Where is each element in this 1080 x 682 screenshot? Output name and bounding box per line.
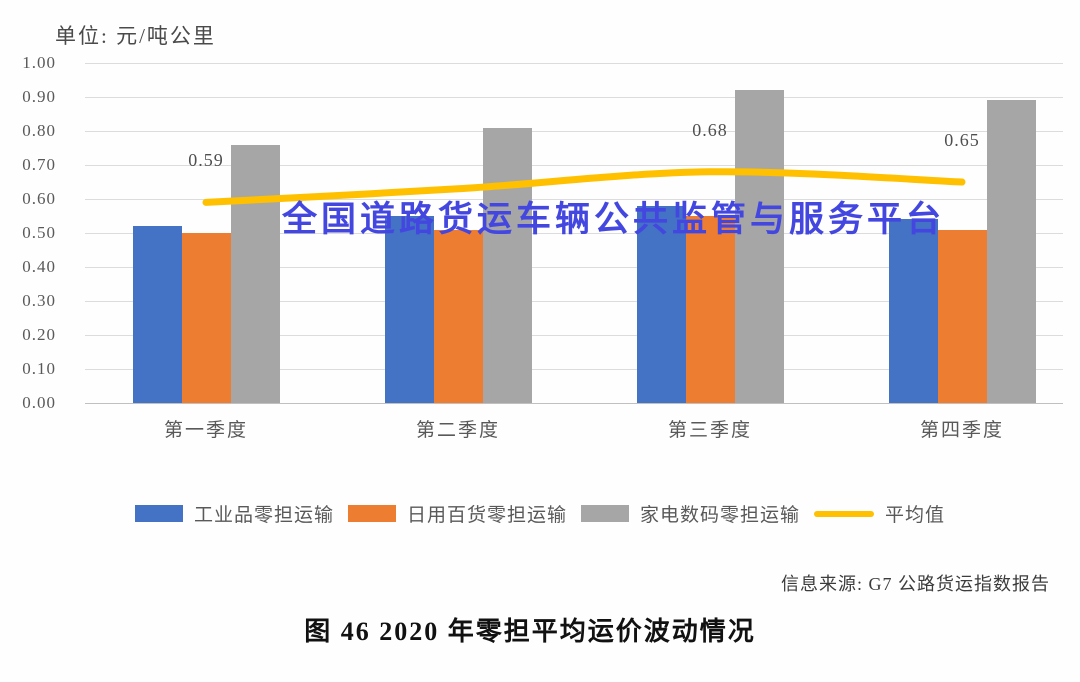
figure-caption: 图 46 2020 年零担平均运价波动情况 xyxy=(304,617,756,646)
legend-label: 工业品零担运输 xyxy=(193,505,334,526)
y-axis-tick-label: 0.40 xyxy=(22,257,56,276)
y-axis-tick-label: 0.30 xyxy=(22,291,56,310)
y-axis-tick-label: 0.70 xyxy=(22,155,56,174)
bar-日用百货零担运输-第二季度 xyxy=(433,229,483,403)
bar-家电数码零担运输-第三季度 xyxy=(734,90,784,403)
legend-swatch-blue xyxy=(134,505,183,522)
y-axis-tick-label: 0.10 xyxy=(22,359,56,378)
bar-日用百货零担运输-第三季度 xyxy=(685,216,735,403)
gridline xyxy=(85,63,1063,64)
legend-label: 家电数码零担运输 xyxy=(640,505,801,526)
legend-swatch-orange xyxy=(347,505,396,522)
gridline xyxy=(85,233,1063,234)
legend-item-appliance: 家电数码零担运输 xyxy=(581,500,800,527)
gridline xyxy=(85,267,1063,268)
average-point-label: 0.59 xyxy=(188,150,224,171)
x-axis-label-第一季度: 第一季度 xyxy=(163,420,248,441)
gridline xyxy=(85,131,1063,132)
gridline xyxy=(85,301,1063,302)
average-point-label: 0.68 xyxy=(692,119,728,140)
y-axis-tick-label: 0.90 xyxy=(22,87,56,106)
bar-家电数码零担运输-第二季度 xyxy=(482,127,532,403)
bar-日用百货零担运输-第四季度 xyxy=(937,229,987,403)
x-axis-label-第四季度: 第四季度 xyxy=(919,420,1004,441)
y-axis-tick-label: 0.60 xyxy=(22,189,56,208)
legend-item-daily-goods: 日用百货零担运输 xyxy=(347,500,567,527)
average-point-label: 0.65 xyxy=(944,130,980,150)
bar-工业品零担运输-第四季度 xyxy=(888,219,938,403)
y-axis-tick-label: 1.00 xyxy=(22,53,56,72)
y-axis-tick-label: 0.00 xyxy=(22,393,56,412)
y-axis-tick-label: 0.50 xyxy=(22,223,56,242)
bar-工业品零担运输-第一季度 xyxy=(132,226,182,403)
x-axis-label-第二季度: 第二季度 xyxy=(415,420,500,441)
legend-line-swatch-yellow xyxy=(814,510,875,517)
gridline xyxy=(85,403,1063,404)
source-note: 信息来源: G7 公路货运指数报告 xyxy=(781,574,1050,594)
y-axis-tick-label: 0.20 xyxy=(22,325,56,344)
bar-工业品零担运输-第二季度 xyxy=(384,216,434,403)
bar-工业品零担运输-第三季度 xyxy=(636,205,686,403)
gridline xyxy=(85,165,1063,166)
legend-item-industrial: 工业品零担运输 xyxy=(134,500,334,527)
legend-swatch-gray xyxy=(581,505,629,522)
unit-label: 单位: 元/吨公里 xyxy=(55,24,216,48)
gridline xyxy=(85,97,1063,98)
bar-家电数码零担运输-第四季度 xyxy=(986,100,1036,403)
watermark-text: 全国道路货运车辆公共监管与服务平台 xyxy=(282,200,946,239)
y-axis-tick-label: 0.80 xyxy=(22,121,56,140)
gridline xyxy=(85,199,1063,200)
legend: 工业品零担运输 日用百货零担运输 家电数码零担运输 平均值 xyxy=(0,500,1080,527)
plot-area: 全国道路货运车辆公共监管与服务平台 1.00 0.90 0.80 0.70 0.60 0.… xyxy=(22,53,1063,441)
legend-item-average: 平均值 xyxy=(814,500,945,527)
bar-日用百货零担运输-第一季度 xyxy=(181,233,231,403)
gridline xyxy=(85,335,1063,336)
gridline xyxy=(85,369,1063,370)
legend-label: 日用百货零担运输 xyxy=(406,505,567,526)
legend-label: 平均值 xyxy=(885,505,946,526)
x-axis-label-第三季度: 第三季度 xyxy=(667,420,752,441)
bar-家电数码零担运输-第一季度 xyxy=(230,144,280,403)
average-line xyxy=(202,168,966,206)
